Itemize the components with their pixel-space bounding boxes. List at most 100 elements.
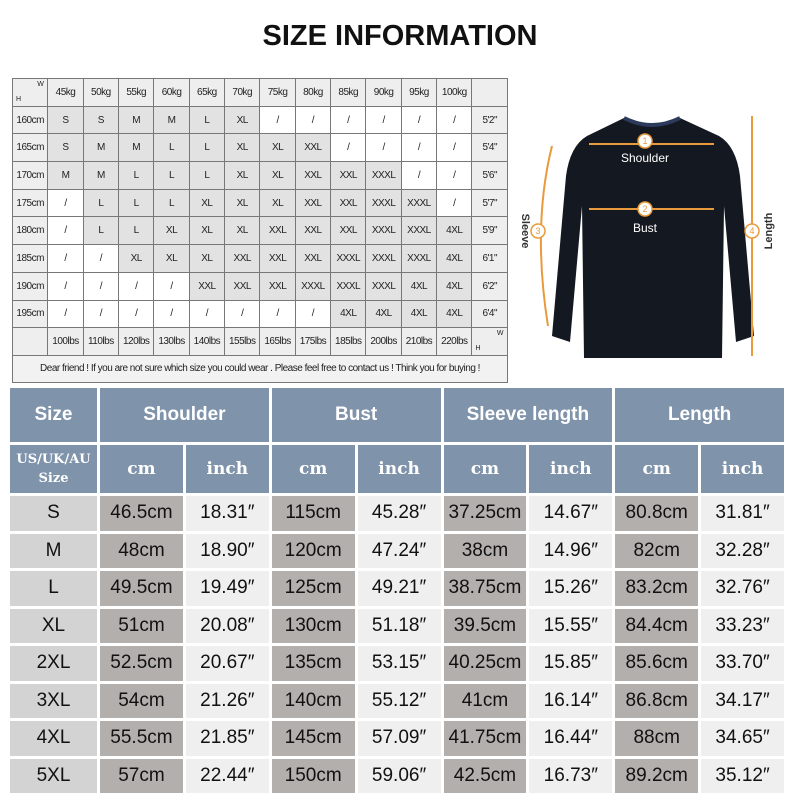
height-cell: 160cm xyxy=(11,105,49,135)
cm-value: 57cm xyxy=(100,758,183,793)
size-cell: / xyxy=(259,105,296,135)
size-cell: / xyxy=(188,299,226,329)
inch-value: 20.08″ xyxy=(185,608,269,643)
weight-header: 95kg xyxy=(400,78,438,107)
weight-header: 100kg xyxy=(436,78,473,107)
size-cell: / xyxy=(330,105,367,135)
inch-value: 57.09″ xyxy=(357,721,441,756)
size-label: XL xyxy=(10,608,97,643)
size-cell: XL xyxy=(188,244,226,273)
inch-value: 16.73″ xyxy=(529,758,613,793)
size-cell: M xyxy=(82,161,120,190)
inch-value: 21.26″ xyxy=(185,683,269,718)
pounds-cell: 110lbs xyxy=(82,327,120,356)
size-cell: L xyxy=(153,161,190,190)
label-number-3: 3 xyxy=(535,226,540,236)
unit-cm: cm xyxy=(100,445,183,493)
size-cell: M xyxy=(118,133,155,163)
size-cell: XXL xyxy=(294,244,332,273)
pounds-cell: 175lbs xyxy=(294,327,332,356)
size-cell: XXXL xyxy=(330,244,367,273)
size-cell: XXL xyxy=(259,271,296,301)
weight-header: 65kg xyxy=(188,78,226,107)
corner-h: H xyxy=(475,344,481,352)
size-cell: XXXL xyxy=(365,271,402,301)
size-cell: 4XL xyxy=(436,216,473,246)
header-bust: Bust xyxy=(271,388,441,442)
size-cell: 4XL xyxy=(400,271,438,301)
inch-value: 35.12″ xyxy=(701,758,784,793)
cm-value: 54cm xyxy=(100,683,183,718)
header-shoulder: Shoulder xyxy=(100,388,269,442)
size-cell: XXL xyxy=(294,161,332,190)
cm-value: 115cm xyxy=(271,496,355,531)
inch-value: 16.14″ xyxy=(529,683,613,718)
unit-cm: cm xyxy=(443,445,527,493)
label-bust: Bust xyxy=(633,221,658,235)
pounds-cell: 200lbs xyxy=(365,327,402,356)
cm-value: 140cm xyxy=(271,683,355,718)
weight-header: 80kg xyxy=(294,78,332,107)
header-us-size: US/UK/AU Size xyxy=(10,445,97,493)
label-length: Length xyxy=(763,212,775,249)
weight-header: 60kg xyxy=(153,78,190,107)
inch-value: 21.85″ xyxy=(185,721,269,756)
pounds-cell: 210lbs xyxy=(400,327,438,356)
sweater-diagram: 1 2 3 4 Shoulder Bust Sleeve Length xyxy=(514,76,791,380)
inch-value: 45.28″ xyxy=(357,496,441,531)
table-row: 170cm M M L L L XL XL XXL XXL XXXL //5'6" xyxy=(11,161,508,190)
size-cell: / xyxy=(436,188,473,218)
size-cell: 4XL xyxy=(330,299,367,329)
size-cell: XXXL xyxy=(365,188,402,218)
size-label: 4XL xyxy=(10,721,97,756)
empty-cell xyxy=(471,78,508,107)
cm-value: 83.2cm xyxy=(615,571,699,606)
size-cell: M xyxy=(82,133,120,163)
sweater-image: 1 2 3 4 Shoulder Bust Sleeve Length xyxy=(519,116,775,358)
table-row: S 46.5cm 18.31″ 115cm 45.28″ 37.25cm 14.67″ 80.… xyxy=(10,496,784,531)
table-row: 4XL 55.5cm 21.85″ 145cm 57.09″ 41.75cm 16.44″ 8… xyxy=(10,721,784,756)
cm-value: 84.4cm xyxy=(615,608,699,643)
inch-value: 53.15″ xyxy=(357,646,441,681)
size-cell: XXXL xyxy=(294,271,332,301)
table-row: M 48cm 18.90″ 120cm 47.24″ 38cm 14.96″ 82cm 32.2… xyxy=(10,533,784,568)
cm-value: 52.5cm xyxy=(100,646,183,681)
cm-value: 150cm xyxy=(271,758,355,793)
cm-value: 82cm xyxy=(615,533,699,568)
inch-value: 16.44″ xyxy=(529,721,613,756)
height-cell: 190cm xyxy=(11,271,49,301)
cm-value: 38cm xyxy=(443,533,527,568)
feet-cell: 5'7" xyxy=(471,188,508,218)
table-row: 195cm / / / / / / //4XL 4XL 4XL 4XL 6'4" xyxy=(11,299,508,329)
size-cell: / xyxy=(400,133,438,163)
cm-value: 42.5cm xyxy=(443,758,527,793)
weight-header: 85kg xyxy=(330,78,367,107)
size-cell: 4XL xyxy=(436,244,473,273)
size-cell: / xyxy=(82,299,120,329)
size-cell: XXL xyxy=(188,271,226,301)
corner-h: H xyxy=(16,95,21,103)
cm-value: 55.5cm xyxy=(100,721,183,756)
weight-header: 70kg xyxy=(224,78,261,107)
inch-value: 19.49″ xyxy=(185,571,269,606)
pounds-row: 100lbs 110lbs 120lbs 130lbs 140lbs 155lbs 165l… xyxy=(11,327,508,356)
inch-value: 18.31″ xyxy=(185,496,269,531)
cm-value: 49.5cm xyxy=(100,571,183,606)
weight-header: 75kg xyxy=(259,78,296,107)
pounds-cell: 165lbs xyxy=(259,327,296,356)
corner-w: W xyxy=(37,81,44,88)
inch-value: 59.06″ xyxy=(357,758,441,793)
size-cell: / xyxy=(118,299,155,329)
cm-value: 80.8cm xyxy=(615,496,699,531)
size-cell: L xyxy=(188,133,226,163)
inch-value: 14.96″ xyxy=(529,533,613,568)
feet-cell: 6'1" xyxy=(471,244,508,273)
table-row: 190cm / / / / XXL XXL XXL XXXL XXXL XXXL 4XL 4XL 6'2" xyxy=(11,271,508,301)
cm-value: 120cm xyxy=(271,533,355,568)
weight-header: 55kg xyxy=(118,78,155,107)
weight-header-row: H W 45kg 50kg 55kg 60kg 65kg 70kg 75kg 80kg 85kg 90… xyxy=(11,78,508,107)
page-title: SIZE INFORMATION xyxy=(262,20,538,52)
cm-value: 40.25cm xyxy=(443,646,527,681)
cm-value: 39.5cm xyxy=(443,608,527,643)
